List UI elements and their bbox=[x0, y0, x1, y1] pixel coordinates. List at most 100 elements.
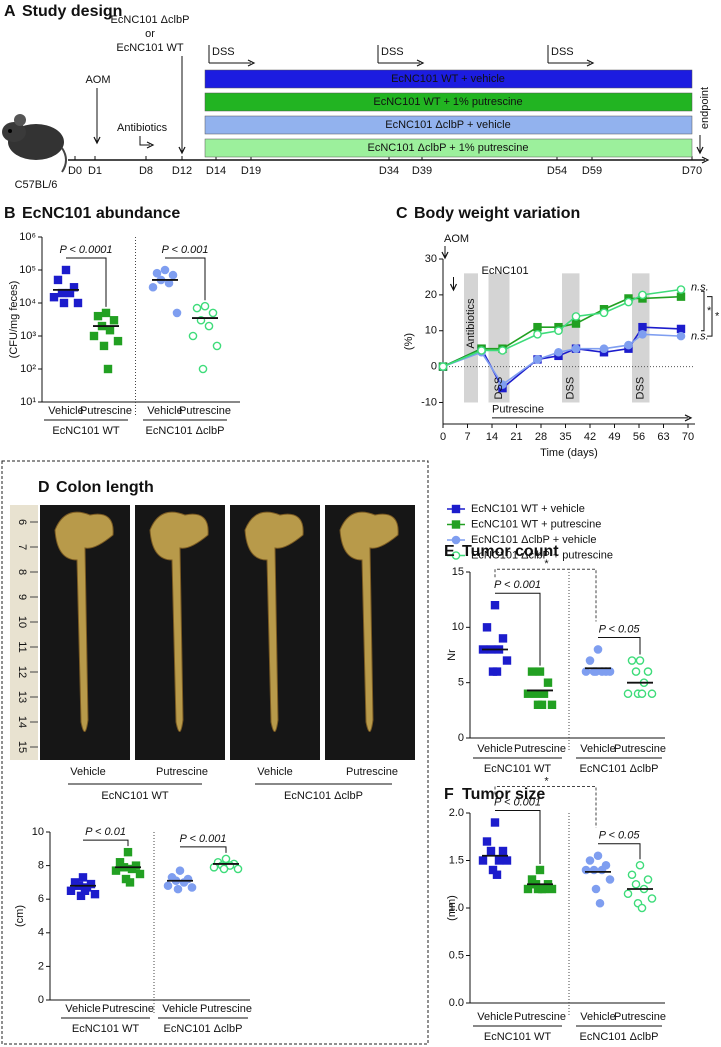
p-value: P < 0.001 bbox=[162, 244, 209, 256]
day-label: D34 bbox=[379, 165, 399, 177]
y-tick-label: 8 bbox=[38, 860, 44, 872]
day-label: D54 bbox=[547, 165, 567, 177]
strain-label: EcNC101 ΔclbP bbox=[580, 763, 659, 775]
y-tick-label: 2.0 bbox=[449, 807, 464, 819]
comparison-bracket bbox=[598, 843, 641, 860]
comparison-bracket bbox=[180, 846, 227, 853]
endpoint-label: endpoint bbox=[699, 87, 711, 129]
legend-label: EcNC101 WT + putrescine bbox=[471, 518, 601, 530]
data-point bbox=[135, 869, 145, 879]
data-point bbox=[554, 347, 563, 357]
data-point bbox=[101, 308, 111, 318]
data-point bbox=[624, 340, 633, 350]
x-tick-label: 49 bbox=[608, 431, 620, 443]
arm-label: EcNC101 ΔclbP + vehicle bbox=[385, 119, 510, 131]
comparison-bracket bbox=[495, 810, 541, 864]
panel-letter: F bbox=[444, 786, 454, 803]
data-point bbox=[152, 268, 162, 278]
series-line bbox=[442, 288, 682, 368]
colon-tissue bbox=[54, 511, 114, 732]
arrow-head bbox=[696, 146, 704, 155]
y-tick-label: 0 bbox=[458, 732, 464, 744]
colon-tissue bbox=[244, 511, 304, 732]
data-point bbox=[554, 326, 563, 336]
y-tick-label: 10 bbox=[452, 621, 464, 633]
x-tick-label: 42 bbox=[584, 431, 596, 443]
panel-title: Study design bbox=[22, 3, 122, 20]
ruler-label: 13 bbox=[16, 691, 28, 703]
day-label: D59 bbox=[582, 165, 602, 177]
data-point bbox=[99, 341, 109, 351]
day-label: D19 bbox=[241, 165, 261, 177]
data-point bbox=[637, 689, 647, 699]
y-tick-label: 15 bbox=[452, 566, 464, 578]
x-tick-label: Putrescine bbox=[80, 405, 132, 417]
strain-label: EcNC101 ΔclbP bbox=[164, 1023, 243, 1035]
x-tick-label: Putrescine bbox=[514, 1011, 566, 1023]
treatment-arm bbox=[204, 92, 693, 112]
x-tick-label: Vehicle bbox=[147, 405, 182, 417]
data-point bbox=[547, 700, 557, 709]
data-point bbox=[535, 865, 545, 875]
strain-label: EcNC101 WT bbox=[72, 1023, 140, 1035]
panel-title: Tumor count bbox=[462, 543, 559, 560]
legend-marker bbox=[451, 520, 461, 529]
y-axis-label: (mm) bbox=[446, 895, 458, 921]
y-tick-label: 20 bbox=[425, 289, 437, 301]
x-tick-label: Vehicle bbox=[477, 1011, 512, 1023]
day-label: D0 bbox=[68, 165, 82, 177]
photo-strain: EcNC101 WT bbox=[101, 790, 169, 802]
ruler-label: 12 bbox=[16, 666, 28, 678]
legend-label: EcNC101 ΔclbP + putrescine bbox=[471, 549, 613, 561]
x-tick-label: Vehicle bbox=[65, 1003, 100, 1015]
data-point bbox=[631, 879, 641, 889]
data-point bbox=[605, 875, 615, 884]
data-point bbox=[160, 265, 170, 275]
x-tick-label: Putrescine bbox=[200, 1003, 252, 1015]
data-point bbox=[638, 290, 647, 300]
data-point bbox=[219, 864, 229, 874]
data-point bbox=[123, 847, 133, 857]
data-point bbox=[599, 308, 609, 318]
y-tick-label: 0.0 bbox=[449, 997, 464, 1009]
sig-bracket bbox=[701, 290, 705, 332]
data-point bbox=[172, 308, 182, 318]
x-tick-label: Vehicle bbox=[580, 743, 615, 755]
data-point bbox=[599, 344, 609, 353]
strain-label: EcNC101 WT bbox=[52, 425, 120, 437]
y-axis-label: (cm) bbox=[14, 905, 26, 927]
data-point bbox=[537, 884, 547, 894]
legend-marker bbox=[451, 551, 461, 560]
data-point bbox=[498, 380, 507, 389]
comparison-bracket bbox=[495, 592, 541, 666]
data-point bbox=[571, 312, 581, 321]
data-point bbox=[482, 837, 492, 846]
ruler-label: 11 bbox=[16, 641, 28, 652]
data-point bbox=[624, 297, 633, 307]
y-tick-label: 4 bbox=[38, 927, 44, 939]
data-point bbox=[173, 884, 183, 894]
data-point bbox=[502, 856, 512, 865]
ruler-label: 8 bbox=[16, 569, 28, 575]
data-point bbox=[90, 889, 100, 899]
arrow-head bbox=[93, 136, 101, 145]
data-point bbox=[638, 322, 647, 332]
photo-strain: EcNC101 ΔclbP bbox=[284, 790, 363, 802]
ruler-label: 15 bbox=[16, 741, 28, 753]
arrow-head bbox=[701, 156, 710, 164]
data-point bbox=[533, 355, 542, 364]
day-label: D12 bbox=[172, 165, 192, 177]
strain-label: EcNC101 WT bbox=[116, 42, 184, 54]
photo-category: Putrescine bbox=[346, 766, 398, 778]
ruler-label: 10 bbox=[16, 616, 28, 628]
data-point bbox=[490, 818, 500, 827]
panel-d-frame bbox=[1, 460, 429, 1045]
x-tick-label: Putrescine bbox=[514, 743, 566, 755]
x-tick-label: Vehicle bbox=[477, 743, 512, 755]
x-tick-label: Putrescine bbox=[102, 1003, 154, 1015]
panel-letter: E bbox=[444, 543, 455, 560]
colon-tissue bbox=[339, 511, 399, 732]
p-value: P < 0.001 bbox=[494, 579, 541, 591]
data-point bbox=[627, 656, 637, 665]
strain-label: EcNC101 ΔclbP bbox=[111, 14, 190, 26]
